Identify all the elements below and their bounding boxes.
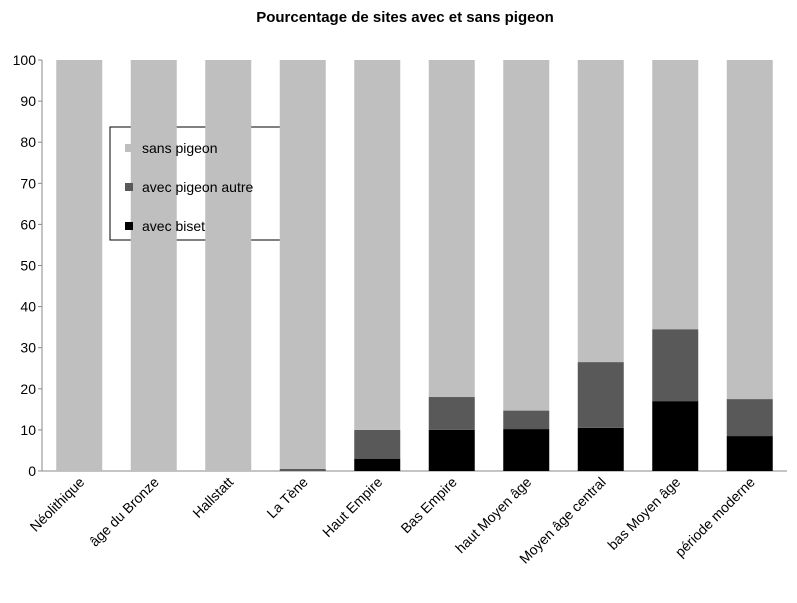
legend-label: sans pigeon — [142, 140, 218, 156]
bar-segment — [56, 60, 103, 471]
bar-segment — [354, 458, 401, 471]
bar-segment — [354, 60, 401, 430]
bar-segment — [279, 60, 326, 469]
y-tick-label: 70 — [20, 175, 36, 191]
bar-segment — [577, 427, 624, 471]
y-tick-label: 10 — [20, 422, 36, 438]
legend-swatch — [125, 183, 133, 191]
y-tick-label: 80 — [20, 134, 36, 150]
y-tick-label: 60 — [20, 216, 36, 232]
legend-label: avec biset — [142, 218, 205, 234]
y-tick-label: 50 — [20, 258, 36, 274]
bar-segment — [726, 60, 773, 400]
y-tick-label: 40 — [20, 299, 36, 315]
bar-segment — [652, 401, 699, 471]
bar-segment — [279, 468, 326, 471]
bar-segment — [577, 362, 624, 428]
bar-segment — [354, 429, 401, 459]
bar-segment — [428, 60, 475, 398]
legend-swatch — [125, 144, 133, 152]
bar-segment — [503, 410, 550, 430]
bar-segment — [205, 60, 252, 471]
bar-segment — [428, 397, 475, 430]
bar-segment — [503, 60, 550, 411]
y-tick-label: 0 — [28, 463, 36, 479]
bar-segment — [577, 60, 624, 363]
legend-swatch — [125, 222, 133, 230]
chart-title: Pourcentage de sites avec et sans pigeon — [256, 9, 554, 26]
x-tick-label: Haut Empire — [319, 474, 385, 540]
bar-segment — [428, 429, 475, 471]
bar-segment — [726, 436, 773, 471]
legend-label: avec pigeon autre — [142, 179, 254, 195]
x-tick-label: âge du Bronze — [86, 474, 162, 550]
y-tick-label: 20 — [20, 381, 36, 397]
y-tick-label: 30 — [20, 340, 36, 356]
bar-segment — [130, 60, 177, 471]
x-tick-label: Hallstatt — [189, 474, 236, 521]
bar-segment — [652, 329, 699, 402]
x-tick-label: La Tène — [263, 474, 311, 522]
x-tick-label: période moderne — [672, 474, 758, 560]
x-tick-label: haut Moyen âge — [452, 474, 534, 556]
y-tick-label: 90 — [20, 93, 36, 109]
bar-segment — [652, 60, 699, 330]
x-tick-label: Bas Empire — [397, 474, 460, 537]
y-tick-label: 100 — [13, 52, 37, 68]
bar-segment — [503, 429, 550, 471]
bar-segment — [726, 399, 773, 437]
x-tick-label: Néolithique — [27, 474, 88, 535]
x-tick-label: bas Moyen âge — [604, 474, 683, 553]
